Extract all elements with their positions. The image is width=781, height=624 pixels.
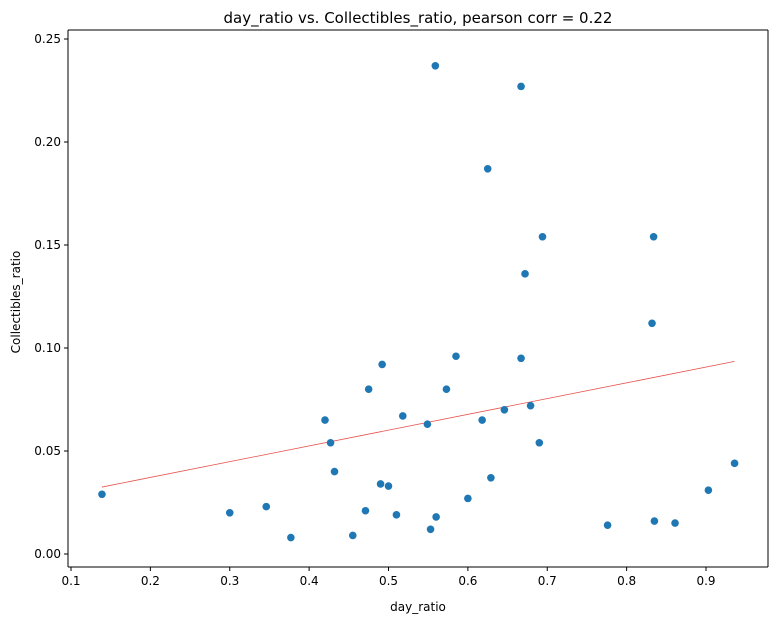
x-tick-label: 0.1 bbox=[61, 574, 80, 588]
x-axis-label: day_ratio bbox=[390, 600, 446, 614]
scatter-point bbox=[483, 164, 492, 173]
scatter-point bbox=[517, 82, 525, 91]
scatter-point bbox=[431, 61, 440, 70]
x-tick-label: 0.3 bbox=[220, 574, 239, 588]
scatter-point bbox=[378, 360, 386, 369]
y-tick-label: 0.15 bbox=[34, 238, 61, 252]
scatter-point bbox=[526, 401, 535, 410]
chart-title: day_ratio vs. Collectibles_ratio, pearso… bbox=[224, 9, 613, 28]
x-tick-label: 0.8 bbox=[617, 574, 636, 588]
scatter-point bbox=[521, 270, 529, 278]
trend-line-layer bbox=[101, 360, 735, 488]
x-tick-label: 0.9 bbox=[696, 574, 715, 588]
y-tick-label: 0.25 bbox=[34, 32, 61, 46]
scatter-point bbox=[538, 232, 547, 241]
scatter-point bbox=[326, 438, 335, 447]
scatter-point bbox=[730, 459, 739, 468]
axes-layer bbox=[67, 29, 769, 568]
scatter-point bbox=[704, 486, 713, 494]
ticks-layer: 0.1 0.2 0.3 0.4 0.5 0.6 0.7 0.8 0.9 0.00 0.05 0.10 0… bbox=[34, 32, 715, 588]
scatter-point bbox=[671, 519, 679, 527]
scatter-point bbox=[398, 412, 407, 420]
scatter-point bbox=[426, 525, 435, 534]
scatter-point bbox=[517, 354, 525, 363]
scatter-point bbox=[225, 509, 234, 517]
scatter-point bbox=[348, 531, 357, 540]
y-tick-label: 0.00 bbox=[34, 547, 61, 561]
scatter-point bbox=[321, 416, 329, 424]
scatter-point bbox=[98, 490, 106, 499]
x-tick-label: 0.2 bbox=[141, 574, 160, 588]
scatter-point bbox=[650, 517, 659, 525]
scatter-point bbox=[384, 482, 393, 490]
scatter-point bbox=[442, 385, 451, 394]
scatter-point bbox=[392, 511, 401, 519]
x-tick-label: 0.7 bbox=[538, 574, 557, 588]
scatter-point bbox=[535, 438, 544, 447]
trend-line bbox=[101, 360, 735, 488]
scatter-point bbox=[361, 506, 370, 515]
points-layer bbox=[98, 61, 739, 542]
scatter-point bbox=[262, 502, 271, 511]
scatter-point bbox=[423, 420, 432, 429]
scatter-point bbox=[487, 473, 495, 482]
scatter-point bbox=[478, 416, 486, 424]
scatter-point bbox=[648, 319, 656, 328]
x-tick-label: 0.5 bbox=[379, 574, 398, 588]
scatter-point bbox=[330, 467, 339, 476]
scatter-point bbox=[649, 232, 658, 241]
scatter-point bbox=[287, 533, 295, 542]
x-tick-label: 0.6 bbox=[458, 574, 477, 588]
y-tick-label: 0.10 bbox=[34, 341, 61, 355]
scatter-point bbox=[376, 480, 385, 488]
scatter-point bbox=[364, 385, 373, 394]
scatter-point bbox=[464, 494, 472, 503]
y-tick-label: 0.20 bbox=[34, 135, 61, 149]
scatter-point bbox=[603, 521, 612, 529]
x-tick-label: 0.4 bbox=[300, 574, 319, 588]
scatter-point bbox=[500, 406, 509, 414]
scatter-point bbox=[432, 513, 440, 521]
scatter-point bbox=[452, 352, 460, 361]
y-axis-label: Collectibles_ratio bbox=[9, 251, 23, 354]
y-tick-label: 0.05 bbox=[34, 444, 61, 458]
